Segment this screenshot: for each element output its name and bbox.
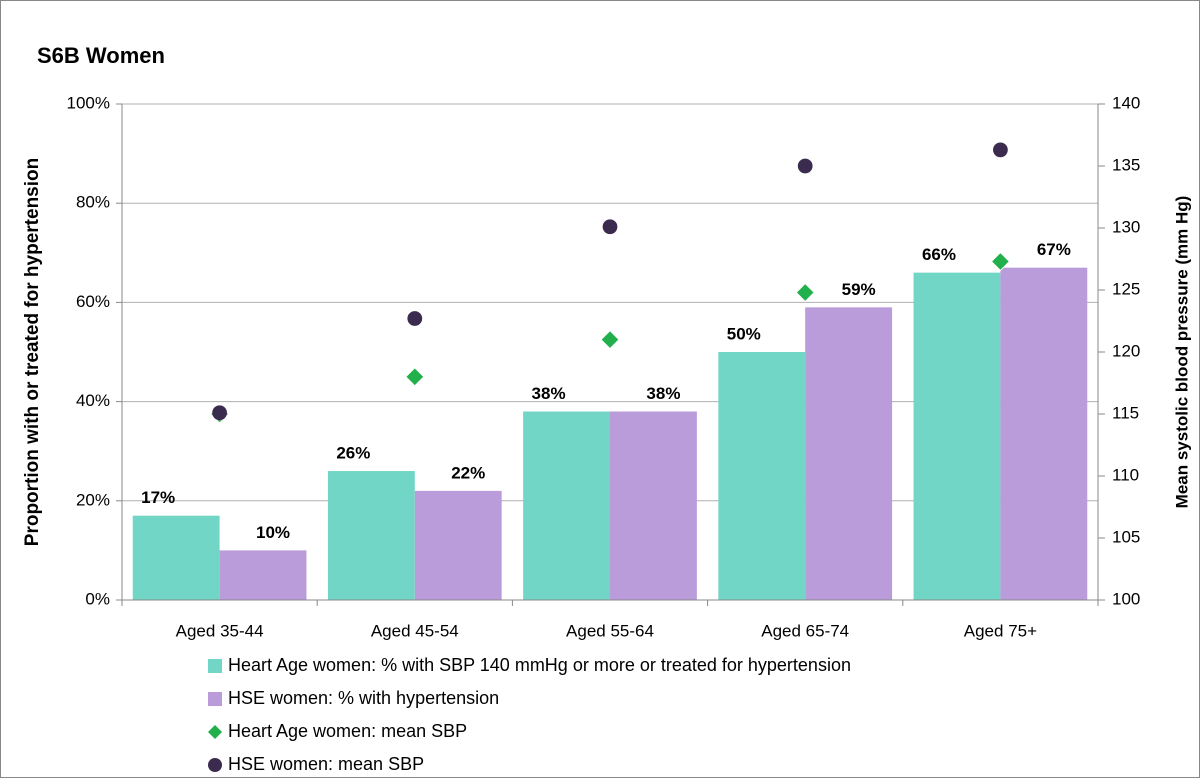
data-label: 59% — [842, 280, 876, 299]
y2-tick-label: 105 — [1112, 527, 1140, 546]
bar — [913, 272, 1001, 600]
y-tick-label: 60% — [76, 292, 110, 311]
diamond-marker — [795, 282, 815, 303]
legend-label: Heart Age women: % with SBP 140 mmHg or … — [228, 655, 851, 675]
circle-marker — [407, 311, 423, 326]
y-tick-label: 20% — [76, 490, 110, 509]
y2-tick-label: 100 — [1112, 589, 1140, 608]
diamond-marker — [405, 367, 425, 387]
y-axis-label: Proportion with or treated for hypertens… — [22, 158, 43, 546]
legend-swatch — [208, 758, 222, 772]
data-label: 26% — [336, 444, 370, 463]
legend-swatch — [208, 659, 222, 673]
x-tick-label: Aged 65-74 — [761, 621, 849, 640]
legend-swatch — [208, 725, 222, 739]
legend-label: HSE women: mean SBP — [228, 754, 424, 774]
data-label: 22% — [451, 463, 485, 482]
y2-tick-label: 140 — [1112, 93, 1140, 112]
y2-tick-label: 120 — [1112, 341, 1140, 360]
bar — [610, 411, 697, 600]
legend-swatch — [208, 692, 222, 706]
y2-tick-label: 125 — [1112, 279, 1140, 298]
bar — [414, 490, 502, 600]
circle-marker — [993, 142, 1008, 158]
circle-marker — [212, 405, 227, 421]
y2-tick-label: 115 — [1112, 403, 1139, 422]
legend-label: HSE women: % with hypertension — [228, 688, 499, 708]
bar — [219, 550, 307, 600]
circle-marker — [602, 219, 618, 235]
y-tick-label: 40% — [76, 391, 110, 410]
data-label: 50% — [727, 324, 761, 343]
y2-tick-label: 135 — [1112, 155, 1140, 174]
y-tick-label: 0% — [85, 589, 110, 608]
y-tick-label: 100% — [67, 93, 110, 112]
bar — [132, 515, 220, 600]
legend-label: Heart Age women: mean SBP — [228, 721, 467, 741]
bar — [523, 411, 610, 600]
data-label: 38% — [646, 384, 680, 403]
x-tick-label: Aged 35-44 — [176, 621, 264, 640]
data-label: 10% — [256, 523, 290, 542]
y-tick-label: 80% — [76, 193, 110, 212]
circle-marker — [797, 158, 813, 174]
y2-axis-label: Mean systolic blood pressure (mm Hg) — [1172, 196, 1191, 509]
data-label: 17% — [141, 488, 175, 507]
y2-tick-label: 110 — [1112, 465, 1139, 484]
y2-tick-label: 130 — [1112, 217, 1140, 236]
chart-title: S6B Women — [37, 43, 165, 68]
data-label: 66% — [922, 245, 956, 264]
data-label: 67% — [1037, 240, 1071, 259]
x-tick-label: Aged 45-54 — [371, 621, 459, 640]
diamond-marker — [600, 329, 620, 350]
data-label: 38% — [532, 384, 566, 403]
bar — [1000, 267, 1088, 600]
bar — [327, 471, 415, 600]
bar — [718, 352, 806, 600]
x-tick-label: Aged 75+ — [964, 621, 1037, 640]
bar — [805, 307, 893, 600]
diamond-marker — [990, 251, 1011, 272]
x-tick-label: Aged 55-64 — [566, 621, 654, 640]
